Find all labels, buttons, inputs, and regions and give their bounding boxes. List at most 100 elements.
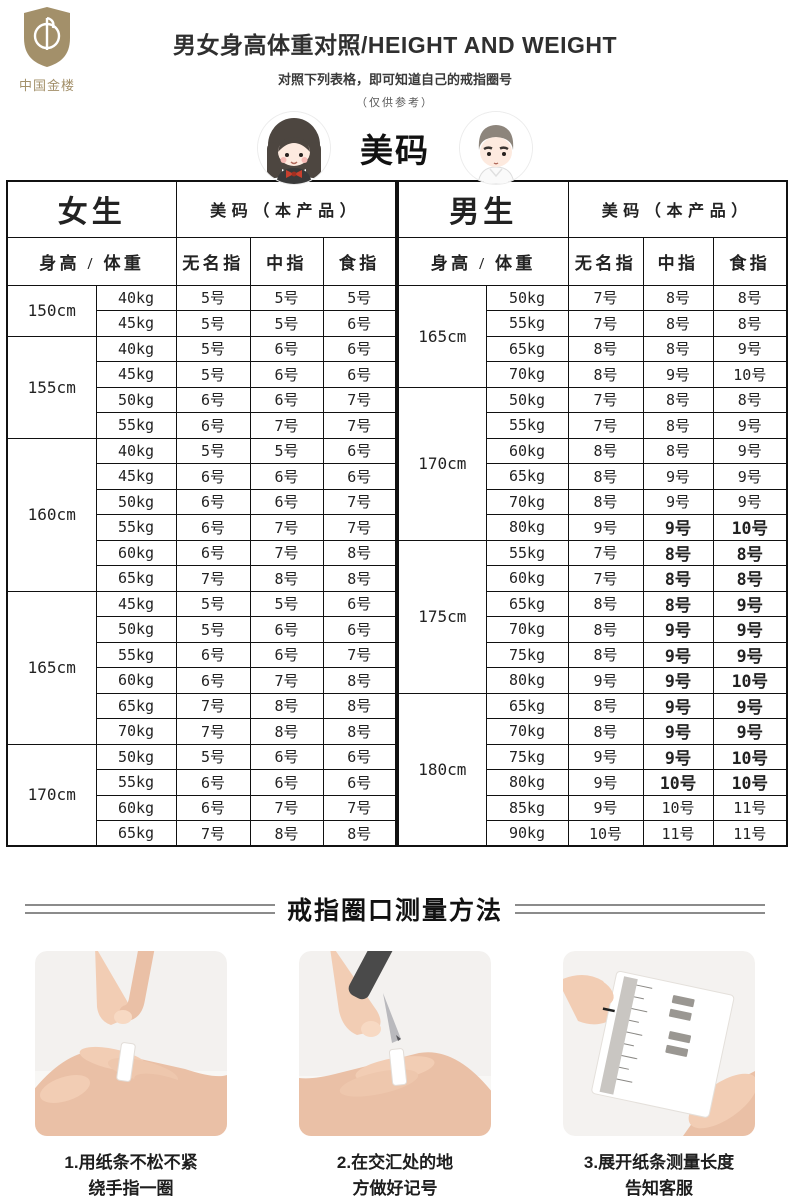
male-subheader-row: 身高 / 体重 无名指 中指 食指 [397, 236, 788, 286]
step-2-caption: 2.在交汇处的地 方做好记号 [336, 1153, 454, 1199]
ring-size-cell: 5号 [322, 284, 397, 311]
weight-cell: 80kg [485, 769, 569, 796]
ring-size-cell: 8号 [322, 539, 397, 566]
male-table-row: 90kg 10号 11号 11号 [398, 820, 788, 847]
ring-size-cell: 9号 [567, 769, 644, 796]
ring-size-cell: 6号 [322, 590, 397, 617]
male-table-row: 75kg 9号 9号 10号 [398, 743, 788, 770]
ring-size-cell: 6号 [175, 641, 251, 668]
finger-header-0: 无名指 [567, 236, 644, 286]
female-table-row: 60kg 6号 7号 8号 [7, 539, 397, 566]
female-subheader-row: 身高 / 体重 无名指 中指 食指 [6, 236, 397, 286]
weight-cell: 60kg [95, 539, 177, 566]
size-chart: 女生 美码（本产品） 身高 / 体重 无名指 中指 食指 150cm 40kg 5号 5号 5号 45… [6, 180, 789, 847]
ring-size-cell: 8号 [642, 412, 714, 439]
ring-size-cell: 8号 [712, 565, 788, 592]
ring-size-cell: 6号 [322, 310, 397, 337]
female-table-row: 45kg 6号 6号 6号 [7, 463, 397, 490]
ring-size-cell: 8号 [567, 692, 644, 719]
ring-size-cell: 7号 [567, 386, 644, 413]
ring-size-cell: 9号 [712, 641, 788, 668]
female-table-row: 165cm 45kg 5号 5号 6号 [6, 590, 397, 745]
ring-size-cell: 9号 [642, 514, 714, 541]
ring-size-cell: 10号 [642, 794, 714, 821]
ring-size-cell: 9号 [712, 590, 788, 617]
ring-size-cell: 6号 [175, 769, 251, 796]
male-table-row: 65kg 8号 9号 9号 [398, 463, 788, 490]
weight-cell: 60kg [485, 565, 569, 592]
ring-size-cell: 9号 [712, 718, 788, 745]
ring-size-cell: 7号 [249, 794, 324, 821]
ring-size-cell: 5号 [175, 310, 251, 337]
ring-size-cell: 6号 [249, 743, 324, 770]
ring-size-cell: 7号 [175, 565, 251, 592]
ring-size-cell: 9号 [567, 514, 644, 541]
ring-size-cell: 7号 [322, 514, 397, 541]
male-table-row: 70kg 8号 9号 9号 [398, 488, 788, 515]
ring-size-cell: 9号 [642, 463, 714, 490]
ring-size-cell: 7号 [322, 488, 397, 515]
ring-size-cell: 6号 [249, 335, 324, 362]
ring-size-cell: 6号 [175, 386, 251, 413]
male-table-row: 85kg 9号 10号 11号 [398, 794, 788, 821]
ring-size-cell: 6号 [175, 488, 251, 515]
ring-size-cell: 8号 [249, 692, 324, 719]
ring-size-cell: 8号 [567, 641, 644, 668]
male-table-row: 60kg 8号 8号 9号 [398, 437, 788, 464]
ring-size-cell: 5号 [175, 335, 251, 362]
ring-size-cell: 8号 [642, 590, 714, 617]
ring-size-cell: 5号 [249, 310, 324, 337]
ring-size-cell: 8号 [642, 284, 714, 311]
height-cell: 160cm [6, 437, 97, 592]
ring-size-cell: 7号 [249, 539, 324, 566]
ring-size-cell: 8号 [642, 335, 714, 362]
weight-cell: 70kg [485, 718, 569, 745]
female-table-row: 60kg 6号 7号 8号 [7, 667, 397, 694]
ring-size-cell: 7号 [322, 412, 397, 439]
ring-size-cell: 8号 [249, 565, 324, 592]
ring-size-cell: 7号 [322, 794, 397, 821]
finger-header-1: 中指 [249, 236, 324, 286]
ring-size-cell: 6号 [175, 667, 251, 694]
ring-size-cell: 8号 [712, 539, 788, 566]
ring-size-cell: 8号 [567, 616, 644, 643]
gold-shield-icon [24, 7, 70, 67]
page-header: 中国金楼 男女身高体重对照/HEIGHT AND WEIGHT 对照下列表格，即… [0, 0, 790, 184]
ring-size-cell: 8号 [712, 284, 788, 311]
ring-size-cell: 5号 [175, 743, 251, 770]
weight-cell: 70kg [485, 488, 569, 515]
measure-steps: 1.用纸条不松不紧 绕手指一圈 2.在交汇处的地 方做好记号 [0, 951, 790, 1203]
weight-cell: 70kg [95, 718, 177, 745]
weight-cell: 60kg [95, 794, 177, 821]
ring-size-cell: 9号 [567, 794, 644, 821]
weight-cell: 45kg [95, 310, 177, 337]
ring-size-cell: 6号 [322, 616, 397, 643]
ring-size-cell: 8号 [567, 335, 644, 362]
ring-size-cell: 6号 [175, 412, 251, 439]
weight-cell: 50kg [95, 488, 177, 515]
measure-step-2: 2.在交汇处的地 方做好记号 [299, 951, 491, 1203]
weight-cell: 55kg [95, 641, 177, 668]
ring-size-cell: 10号 [712, 361, 788, 388]
ring-size-cell: 5号 [175, 361, 251, 388]
ring-size-cell: 6号 [322, 361, 397, 388]
ring-size-cell: 5号 [175, 616, 251, 643]
ring-size-cell: 8号 [322, 565, 397, 592]
female-table-row: 170cm 50kg 5号 6号 6号 [6, 743, 397, 847]
weight-cell: 65kg [95, 692, 177, 719]
weight-cell: 65kg [485, 335, 569, 362]
ring-size-cell: 6号 [322, 437, 397, 464]
female-table-row: 60kg 6号 7号 7号 [7, 794, 397, 821]
female-us-size-header: 美码（本产品） [175, 180, 397, 238]
ring-size-cell: 9号 [567, 743, 644, 770]
ring-size-cell: 5号 [175, 590, 251, 617]
ring-size-cell: 6号 [175, 539, 251, 566]
weight-cell: 45kg [95, 463, 177, 490]
ring-size-cell: 8号 [567, 463, 644, 490]
ring-size-cell: 8号 [322, 718, 397, 745]
ring-size-cell: 9号 [567, 667, 644, 694]
ring-size-cell: 10号 [642, 769, 714, 796]
mark-with-pen-photo [299, 951, 491, 1136]
ring-size-cell: 8号 [567, 361, 644, 388]
ring-size-cell: 5号 [249, 590, 324, 617]
